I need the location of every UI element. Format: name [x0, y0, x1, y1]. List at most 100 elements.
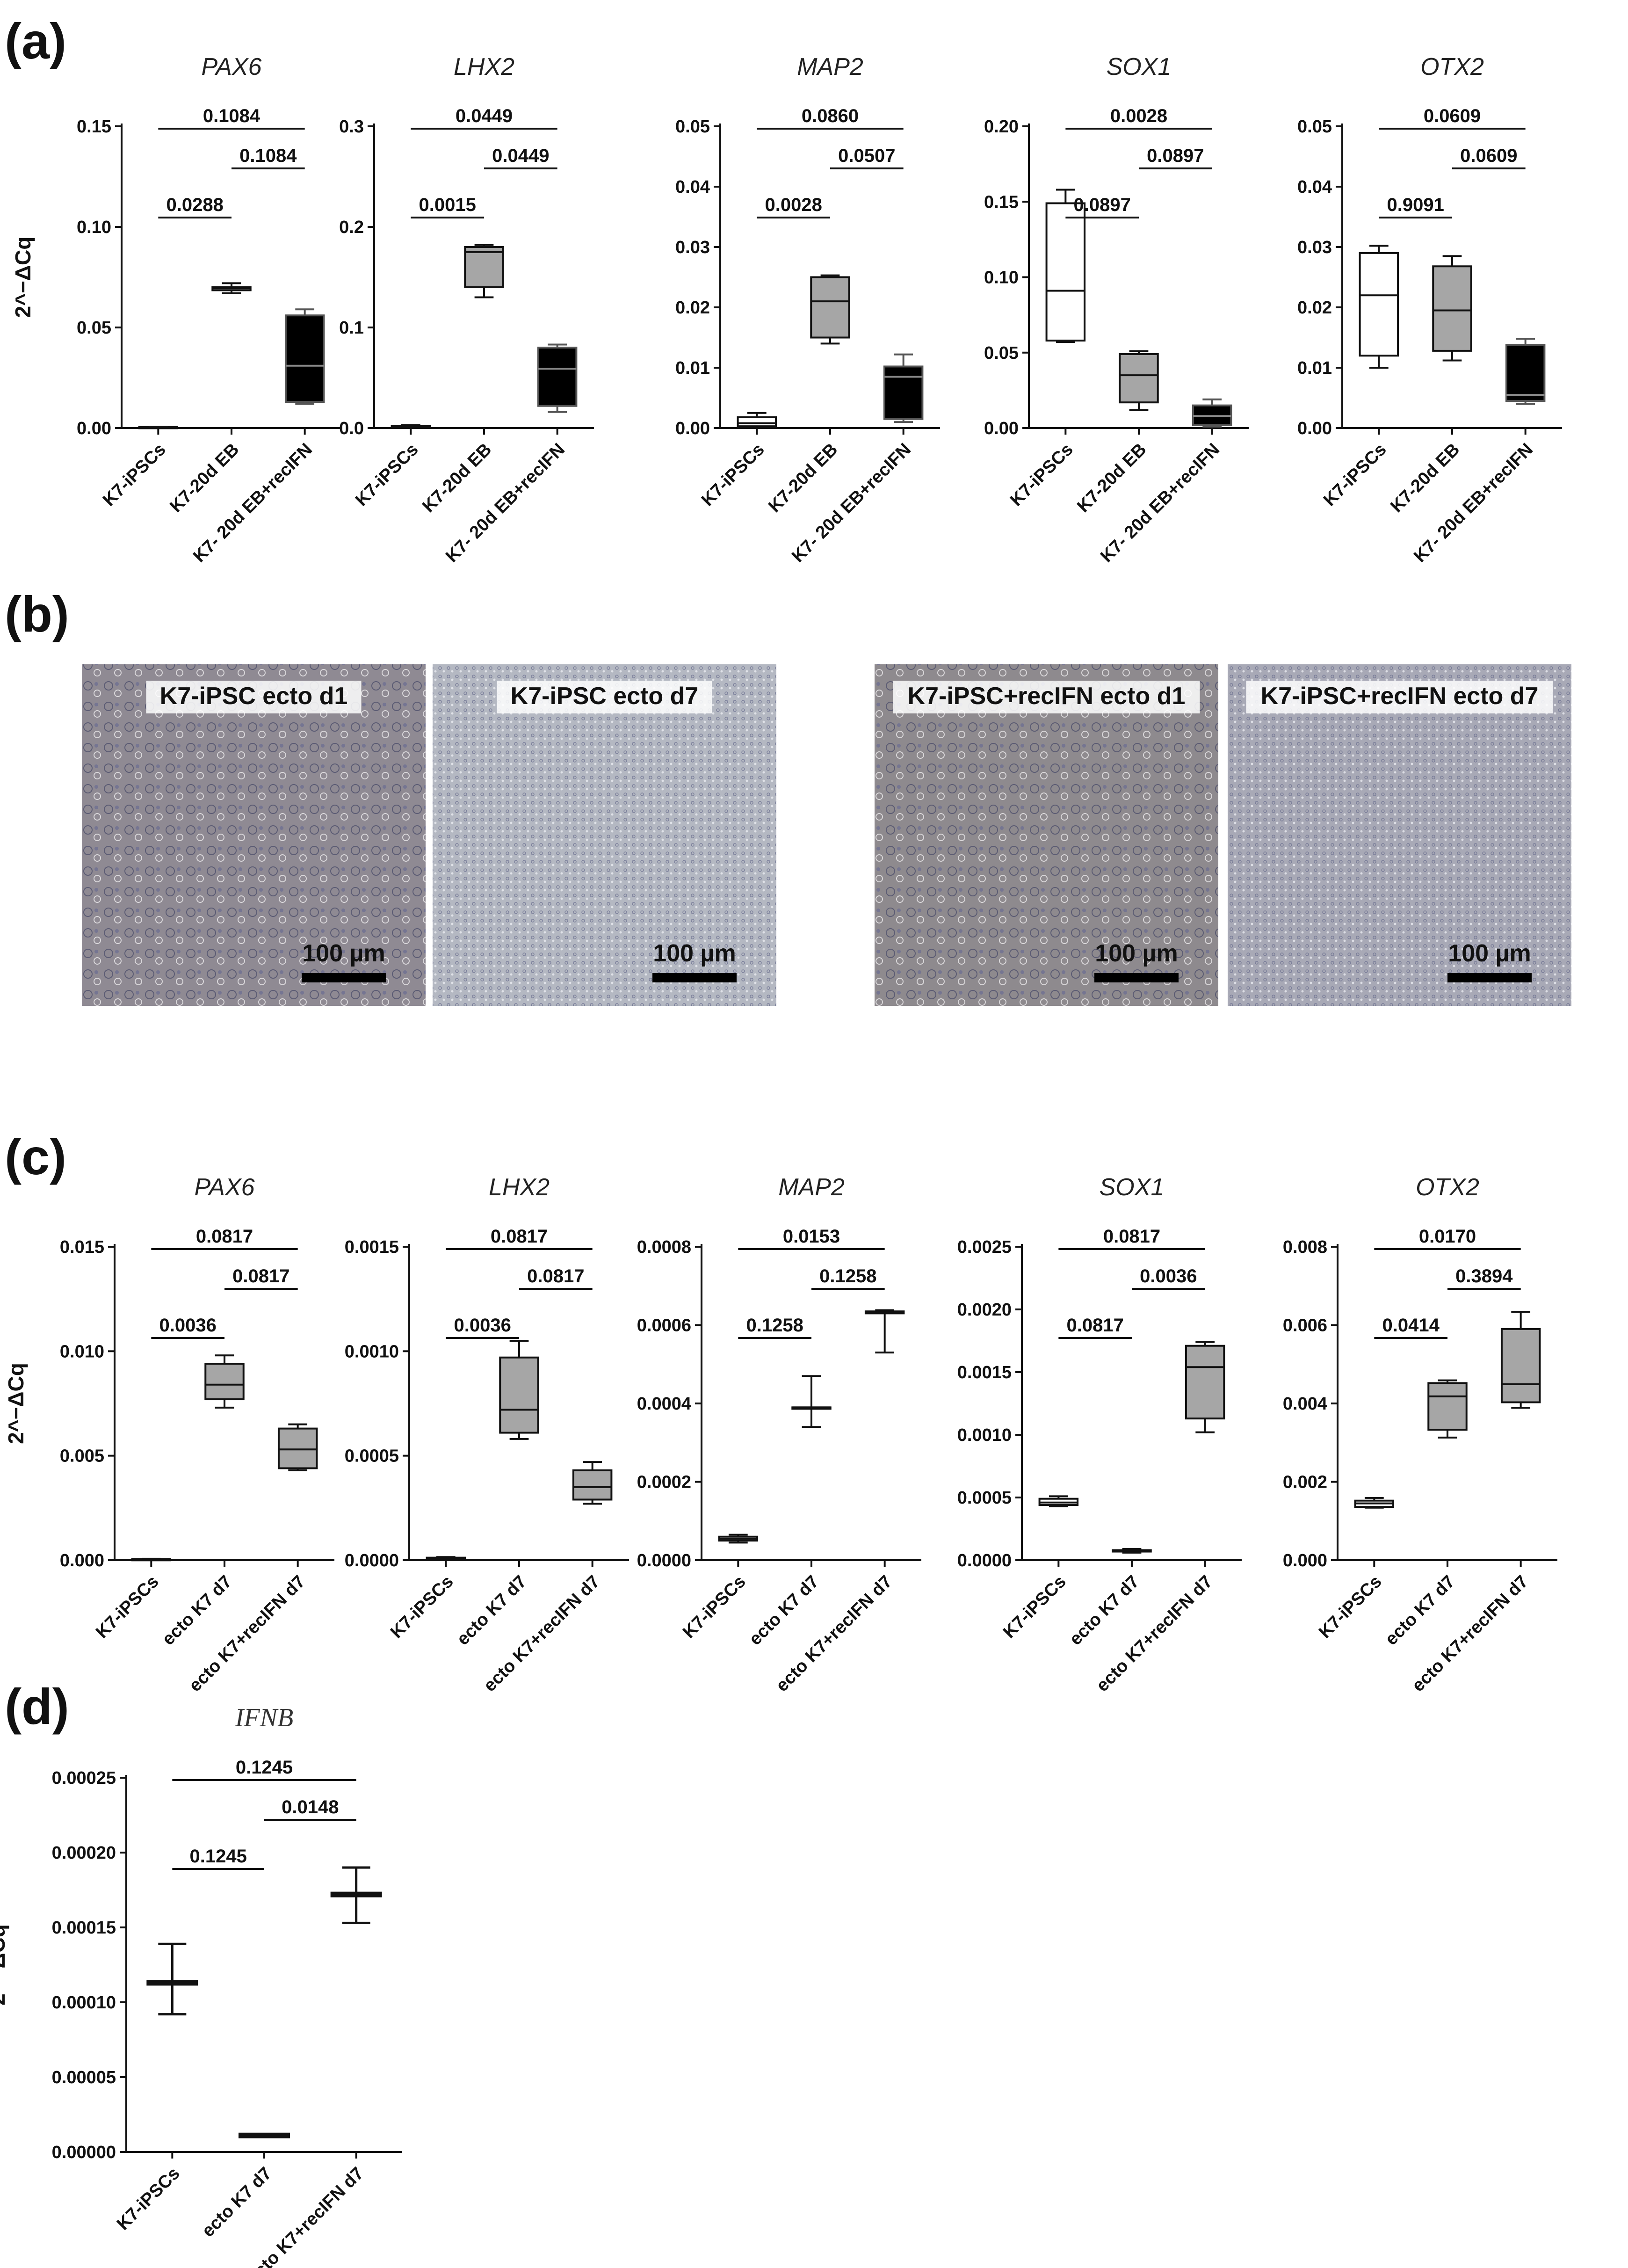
y-tick-label: 0.0000 — [957, 1551, 1012, 1570]
y-tick-label: 0.2 — [339, 218, 364, 237]
errorbar-0 — [146, 1942, 198, 2016]
x-tick-label: K7-iPSCs — [1315, 1572, 1386, 1643]
p-value: 0.0897 — [1147, 145, 1204, 166]
box-iqr — [1119, 353, 1159, 404]
comparison-bracket: 0.0897 — [1139, 145, 1212, 169]
comparison-bracket: 0.0609 — [1452, 145, 1526, 169]
box-2 — [1500, 1311, 1541, 1409]
box-iqr — [572, 1469, 613, 1501]
p-value: 0.3894 — [1455, 1266, 1513, 1287]
scale-bar — [302, 973, 386, 982]
panel-d-label: (d) — [5, 1678, 69, 1735]
chart-title: SOX1 — [1107, 53, 1172, 80]
y-tick-label: 0.15 — [77, 117, 111, 137]
box-2 — [864, 1309, 905, 1354]
p-value: 0.0036 — [159, 1315, 216, 1336]
y-tick-label: 0.006 — [1283, 1316, 1327, 1336]
chart-title: OTX2 — [1420, 53, 1484, 80]
chart-title: MAP2 — [797, 53, 863, 80]
y-tick-label: 0.000 — [1283, 1551, 1327, 1570]
y-tick-label: 0.00 — [1297, 419, 1332, 438]
micrograph-4: K7-iPSC+recIFN ecto d7 100 µm — [1228, 664, 1571, 1006]
comparison-bracket: 0.3894 — [1447, 1266, 1521, 1290]
micrograph-layer: K7-iPSC ecto d1 100 µm K7-iPSC ecto d7 100 … — [82, 664, 1571, 1006]
box-iqr — [1432, 265, 1472, 352]
p-value: 0.0897 — [1073, 195, 1130, 215]
comparison-bracket: 0.0414 — [1374, 1315, 1447, 1339]
micrograph-title: K7-iPSC ecto d7 — [511, 683, 699, 710]
scale-bar-label: 100 µm — [653, 940, 736, 967]
box-iqr — [284, 314, 325, 403]
comparison-bracket: 0.0028 — [1065, 106, 1212, 130]
scale-bar-label: 100 µm — [302, 940, 385, 967]
box-1 — [1427, 1379, 1468, 1439]
y-tick-label: 0.02 — [675, 298, 710, 318]
y-tick-label: 0.15 — [984, 192, 1019, 212]
y-tick-label: 0.3 — [339, 117, 364, 137]
comparison-bracket: 0.0036 — [1132, 1266, 1205, 1290]
micrograph-title: K7-iPSC+recIFN ecto d7 — [1261, 683, 1539, 710]
box-0 — [138, 425, 179, 429]
comparison-bracket: 0.0817 — [1058, 1315, 1132, 1339]
comparison-bracket: 0.1245 — [172, 1846, 264, 1870]
box-1 — [810, 274, 850, 345]
micrograph-cells — [82, 664, 426, 1006]
comparison-bracket: 0.0288 — [158, 195, 232, 218]
x-tick-label: ecto K7 d7 — [1066, 1572, 1143, 1650]
y-tick-label: 0.03 — [1297, 238, 1332, 257]
y-tick-label: 0.0015 — [345, 1237, 399, 1257]
x-tick-label: K7-20d EB — [419, 440, 495, 516]
x-tick-label: K7- 20d EB+recIFN — [189, 440, 316, 567]
y-tick-label: 0.1 — [339, 318, 364, 338]
x-tick-label: K7-iPSCs — [352, 440, 422, 510]
y-tick-label: 0.002 — [1283, 1473, 1327, 1492]
y-tick-label: 0.20 — [984, 117, 1019, 137]
y-tick-label: 0.0 — [339, 419, 364, 438]
x-tick-label: K7- 20d EB+recIFN — [1410, 440, 1537, 567]
box-iqr — [1359, 252, 1399, 357]
p-value: 0.1084 — [203, 106, 260, 126]
p-value: 0.0288 — [166, 195, 223, 215]
box-2 — [277, 1423, 318, 1471]
box-2 — [1192, 398, 1232, 428]
micrograph-title: K7-iPSC ecto d1 — [160, 683, 348, 710]
comparison-bracket: 0.0449 — [411, 106, 557, 130]
box-iqr — [737, 416, 777, 428]
comparison-bracket: 0.0817 — [151, 1226, 298, 1250]
y-tick-label: 0.00025 — [52, 1768, 116, 1788]
p-value: 0.0028 — [765, 195, 822, 215]
box-0 — [1359, 245, 1399, 369]
x-tick-label: K7-iPSCs — [92, 1572, 163, 1643]
p-value: 0.0028 — [1110, 106, 1167, 126]
p-value: 0.0817 — [527, 1266, 584, 1287]
p-value: 0.0015 — [419, 195, 476, 215]
comparison-bracket: 0.0028 — [757, 195, 830, 218]
x-tick-label: K7-20d EB — [166, 440, 243, 516]
p-value: 0.1245 — [189, 1846, 246, 1867]
comparison-bracket: 0.0449 — [484, 145, 557, 169]
x-tick-label: K7-iPSCs — [999, 1572, 1070, 1643]
y-tick-label: 0.10 — [984, 268, 1019, 288]
box-2 — [572, 1461, 613, 1505]
y-tick-label: 0.0015 — [957, 1363, 1012, 1382]
p-value: 0.0860 — [802, 106, 859, 126]
errorbar-1 — [239, 2132, 290, 2138]
box-0 — [1354, 1497, 1395, 1509]
box-1 — [791, 1375, 832, 1428]
p-value: 0.0170 — [1419, 1226, 1476, 1247]
box-0 — [1045, 189, 1086, 343]
comparison-bracket: 0.0609 — [1379, 106, 1526, 130]
box-iqr — [277, 1427, 318, 1469]
y-axis-label: 2^−ΔCq — [4, 1363, 28, 1444]
box-2 — [284, 308, 325, 405]
p-value: 0.0449 — [456, 106, 513, 126]
box-iqr — [537, 347, 578, 407]
y-tick-label: 0.0005 — [345, 1447, 399, 1466]
box-iqr — [810, 276, 850, 339]
chart-title: SOX1 — [1100, 1174, 1165, 1201]
p-value: 0.0036 — [454, 1315, 511, 1336]
box-2 — [883, 353, 924, 423]
